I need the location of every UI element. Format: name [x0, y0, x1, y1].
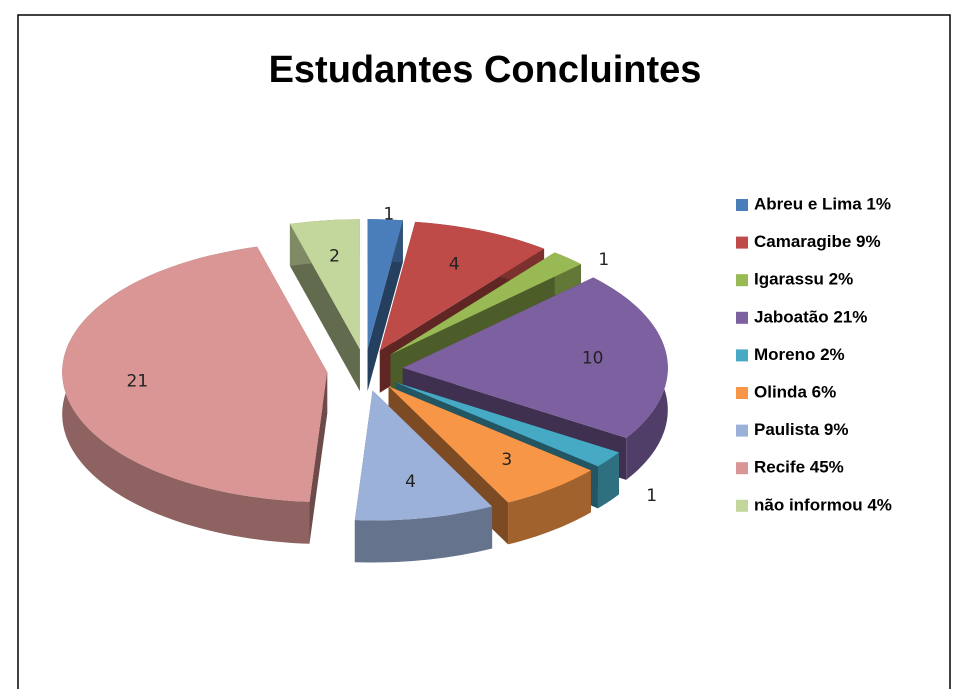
slice-group [354, 390, 493, 563]
pie-slice [367, 219, 403, 350]
legend-swatch [736, 387, 748, 399]
slice-side [354, 506, 493, 563]
legend-label: Moreno 2% [754, 345, 845, 364]
slice-wall [289, 223, 360, 392]
legend-swatch [736, 274, 748, 287]
data-label: 2 [329, 247, 340, 267]
data-label: 4 [405, 472, 416, 492]
legend-label: Paulista 9% [754, 420, 849, 439]
pie-slice [289, 219, 360, 350]
slice-side [597, 452, 619, 509]
pie-slice [354, 390, 493, 521]
legend-label: Recife 45% [754, 458, 844, 477]
legend-label: Abreu e Lima 1% [754, 194, 891, 213]
data-label: 1 [646, 486, 657, 506]
legend-swatch [736, 462, 748, 475]
data-label: 1 [383, 204, 394, 224]
slice-group [289, 219, 360, 392]
slice-group [367, 219, 403, 392]
legend-label: Jaboatão 21% [754, 307, 867, 326]
pie-slice [62, 246, 328, 502]
pie-slice [388, 386, 591, 503]
legend-swatch [736, 349, 748, 362]
slice-wall [309, 372, 328, 544]
legend-label: Camaragibe 9% [754, 232, 881, 251]
legend-swatch [736, 311, 748, 324]
pie-slice [379, 221, 545, 351]
data-label: 1 [598, 250, 609, 270]
legend-label: Igarassu 2% [754, 270, 853, 289]
legend-label: Olinda 6% [754, 382, 836, 401]
legend-label: não informou 4% [754, 495, 892, 514]
pie-slice [395, 382, 619, 467]
data-label: 21 [127, 371, 149, 391]
legend-swatch [736, 236, 748, 249]
legend-swatch [736, 199, 748, 211]
data-label: 10 [582, 349, 604, 369]
pie-slice [402, 277, 668, 438]
slice-group [62, 246, 328, 544]
data-label: 4 [449, 255, 460, 275]
legend-swatch [736, 499, 748, 512]
legend-swatch [736, 424, 748, 437]
slice-side [508, 470, 591, 545]
pie-slice [390, 252, 581, 355]
data-label: 3 [501, 450, 512, 470]
chart-title: Estudantes Concluintes [269, 49, 702, 91]
slice-wall [367, 220, 403, 392]
